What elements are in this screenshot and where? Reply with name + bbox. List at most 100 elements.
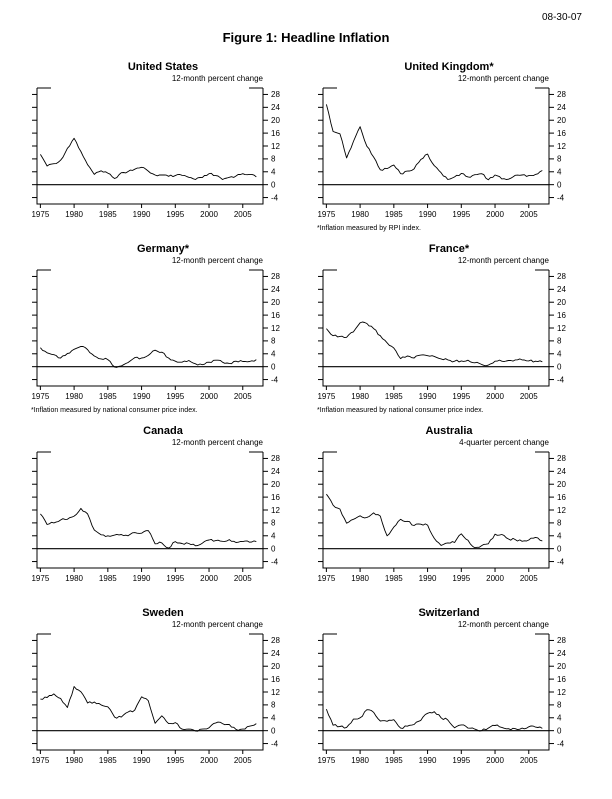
chart-title: France*	[428, 243, 470, 255]
y-tick-label: 0	[557, 362, 562, 371]
x-tick-label: 2005	[520, 210, 538, 219]
unit-axis-label: 12-month percent change	[457, 620, 549, 629]
line-chart: 28 24 20 16 12 8 4 0 -4 1975 1980 1985 1990 1995 2000 2…	[317, 87, 566, 219]
x-tick-label: 1995	[452, 574, 470, 583]
x-tick-label: 2000	[200, 392, 218, 401]
x-tick-label: 1975	[317, 574, 335, 583]
x-tick-label: 2000	[200, 756, 218, 765]
axis-tick-labels: 28 24 20 16 12 8 4 0 -4 1975 1980 1985 1990 1995 2000 2…	[31, 636, 280, 765]
y-tick-label: 28	[271, 636, 280, 645]
y-tick-label: 0	[271, 362, 276, 371]
chart-footnote: *Inflation measured by national consumer…	[317, 407, 484, 414]
line-chart: 28 24 20 16 12 8 4 0 -4 1975 1980 1985 1990 1995 2000 2…	[31, 633, 280, 765]
y-tick-label: 4	[557, 350, 562, 359]
axis-tick-labels: 28 24 20 16 12 8 4 0 -4 1975 1980 1985 1990 1995 2000 2…	[317, 272, 566, 401]
x-tick-label: 1990	[133, 756, 151, 765]
figure-title: Figure 1: Headline Inflation	[222, 30, 390, 45]
x-tick-label: 1995	[452, 210, 470, 219]
x-tick-label: 1980	[351, 756, 369, 765]
y-tick-label: 24	[271, 467, 280, 476]
chart-title: Switzerland	[418, 607, 480, 619]
x-tick-label: 1990	[419, 574, 437, 583]
y-tick-label: 28	[557, 454, 566, 463]
unit-axis-label: 12-month percent change	[171, 620, 263, 629]
x-tick-label: 1985	[385, 392, 403, 401]
x-tick-label: 1975	[317, 756, 335, 765]
y-tick-label: 8	[271, 519, 276, 528]
chart-footnote	[27, 588, 299, 597]
date-stamp: 08-30-07	[541, 12, 582, 23]
axis-tick-labels: 28 24 20 16 12 8 4 0 -4 1975 1980 1985 1990 1995 2000 2…	[317, 90, 566, 219]
axis-tick-labels: 28 24 20 16 12 8 4 0 -4 1975 1980 1985 1990 1995 2000 2…	[31, 90, 280, 219]
y-tick-label: 20	[271, 662, 280, 671]
series-line	[40, 345, 257, 368]
y-tick-label: 28	[271, 272, 280, 281]
x-tick-label: 1990	[133, 210, 151, 219]
chart-footnote	[313, 588, 585, 597]
axis-tick-labels: 28 24 20 16 12 8 4 0 -4 1975 1980 1985 1990 1995 2000 2…	[317, 636, 566, 765]
x-tick-label: 2005	[520, 392, 538, 401]
line-chart: 28 24 20 16 12 8 4 0 -4 1975 1980 1985 1990 1995 2000 2…	[317, 633, 566, 765]
y-tick-label: -4	[557, 193, 565, 202]
y-tick-label: 4	[557, 532, 562, 541]
x-tick-label: 1985	[385, 210, 403, 219]
y-tick-label: 8	[271, 155, 276, 164]
y-tick-label: 4	[271, 168, 276, 177]
x-tick-label: 1995	[166, 392, 184, 401]
x-tick-label: 2000	[486, 210, 504, 219]
x-tick-label: 1980	[65, 210, 83, 219]
chart-footnote: *Inflation measured by national consumer…	[31, 407, 198, 414]
y-tick-label: 8	[271, 701, 276, 710]
y-tick-label: 12	[271, 506, 280, 515]
x-tick-label: 1995	[166, 574, 184, 583]
chart-footnote	[27, 770, 299, 779]
unit-axis-label: 4-quarter percent change	[459, 438, 549, 447]
x-tick-label: 1985	[99, 392, 117, 401]
chart-footnote	[27, 224, 299, 233]
chart-title: Germany*	[137, 243, 189, 255]
chart-title: Australia	[425, 425, 473, 437]
chart-panel: France* 12-month percent change 28 24 20 16…	[313, 243, 585, 415]
y-tick-label: 4	[557, 168, 562, 177]
unit-axis-label: 12-month percent change	[171, 256, 263, 265]
y-tick-label: 20	[557, 480, 566, 489]
series-line	[40, 137, 257, 180]
y-tick-label: -4	[557, 739, 565, 748]
chart-panel: United Kingdom* 12-month percent change …	[313, 61, 585, 233]
x-tick-label: 1975	[31, 574, 49, 583]
y-tick-label: 0	[557, 544, 562, 553]
axis-tick-labels: 28 24 20 16 12 8 4 0 -4 1975 1980 1985 1990 1995 2000 2…	[31, 272, 280, 401]
chart-title: Canada	[143, 425, 183, 437]
x-tick-label: 2005	[234, 756, 252, 765]
x-tick-label: 2005	[520, 756, 538, 765]
y-tick-label: 28	[557, 636, 566, 645]
charts-grid: United States 12-month percent change 28…	[0, 61, 612, 779]
x-tick-label: 1995	[452, 756, 470, 765]
y-tick-label: 24	[557, 467, 566, 476]
y-tick-label: 28	[271, 454, 280, 463]
x-tick-label: 1990	[419, 210, 437, 219]
y-tick-label: 4	[271, 532, 276, 541]
chart-footnote	[313, 770, 585, 779]
x-tick-label: 2005	[520, 574, 538, 583]
x-tick-label: 2000	[486, 574, 504, 583]
x-tick-label: 1990	[133, 392, 151, 401]
y-tick-label: -4	[271, 557, 279, 566]
axis-tick-labels: 28 24 20 16 12 8 4 0 -4 1975 1980 1985 1990 1995 2000 2…	[31, 454, 280, 583]
chart-panel: Germany* 12-month percent change 28 24 20 1…	[27, 243, 299, 415]
series-line	[325, 104, 543, 181]
x-tick-label: 1990	[419, 756, 437, 765]
y-tick-label: -4	[557, 375, 565, 384]
axes	[318, 633, 554, 754]
x-tick-label: 1995	[452, 392, 470, 401]
x-tick-label: 1980	[351, 574, 369, 583]
chart-panel: United States 12-month percent change 28…	[27, 61, 299, 233]
y-tick-label: 0	[271, 726, 276, 735]
y-tick-label: 0	[557, 726, 562, 735]
axes	[32, 87, 268, 208]
y-tick-label: 24	[557, 285, 566, 294]
y-tick-label: -4	[271, 739, 279, 748]
chart-panel: Sweden 12-month percent change 28 24 20 16 1…	[27, 607, 299, 779]
unit-axis-label: 12-month percent change	[171, 438, 263, 447]
